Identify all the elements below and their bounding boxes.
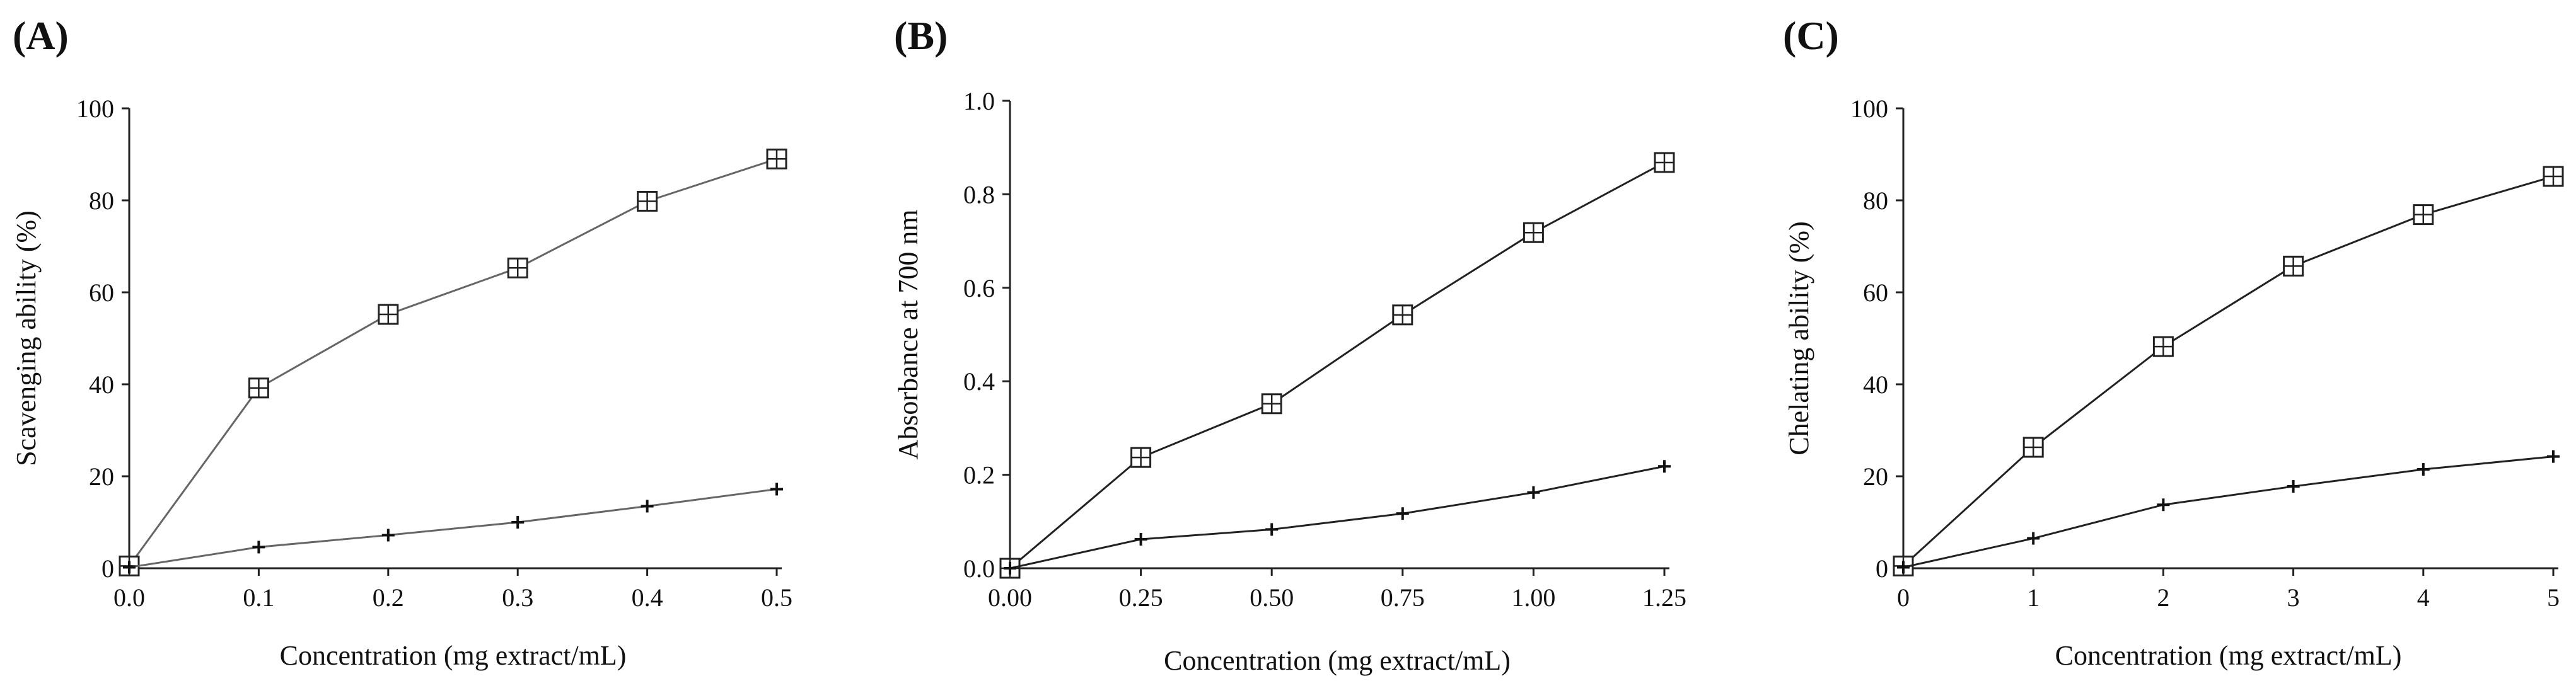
- y-axis-title: Chelating ability (%): [1784, 221, 1814, 455]
- panel-label: (B): [894, 13, 948, 58]
- x-tick-label: 2: [2157, 583, 2169, 612]
- data-point: [1261, 393, 1282, 415]
- data-point: [637, 190, 658, 212]
- x-tick-label: 0.1: [243, 583, 274, 612]
- x-tick-label: 0.75: [1381, 583, 1425, 612]
- data-point: [2283, 255, 2304, 277]
- data-point: [2022, 437, 2044, 458]
- y-tick-label: 0: [1876, 554, 1888, 583]
- data-point: [1527, 486, 1540, 499]
- series-squared-plus: [1893, 166, 2564, 576]
- y-tick-label: 20: [89, 462, 114, 491]
- data-point: [770, 483, 783, 496]
- x-tick-label: 0.50: [1250, 583, 1294, 612]
- chart-panel-b: (B) 0.0 0.2 0.4 0.6 0.8 1.0 0.00 0.25 0.50 0.75 1.0…: [893, 13, 1686, 676]
- x-tick-label: 0: [1897, 583, 1910, 612]
- series-plus: [123, 483, 783, 574]
- data-point: [1654, 152, 1675, 173]
- series-squared-plus: [119, 148, 787, 576]
- data-point: [248, 377, 269, 399]
- data-point: [2027, 532, 2040, 545]
- data-point: [1396, 507, 1409, 520]
- panel-label: (A): [13, 13, 69, 58]
- chart-panel-a: (A) 0 20 40 60 80 100 0.0 0.1 0.2 0.3 0.4 0.5 Concent…: [11, 13, 792, 671]
- data-point: [1265, 523, 1279, 536]
- series-squared-plus: [999, 152, 1675, 579]
- y-tick-label: 0.4: [963, 367, 995, 396]
- data-point: [2413, 204, 2434, 226]
- y-tick-label: 100: [76, 94, 114, 123]
- x-tick-label: 4: [2417, 583, 2430, 612]
- x-tick-label: 0.4: [632, 583, 663, 612]
- x-tick-label: 1: [2027, 583, 2039, 612]
- y-tick-label: 0: [102, 554, 114, 583]
- y-tick-label: 0.8: [963, 180, 995, 209]
- series-line: [1009, 465, 1665, 570]
- y-tick-label: 0.6: [963, 274, 995, 302]
- series-line: [1902, 175, 2554, 567]
- series-plus: [1897, 450, 2560, 574]
- panel-label: (C): [1783, 13, 1839, 58]
- y-tick-label: 60: [89, 278, 114, 307]
- y-tick-label: 1.0: [963, 87, 995, 115]
- data-point: [2416, 463, 2430, 476]
- y-tick-label: 0.2: [963, 461, 995, 490]
- y-tick-label: 80: [1863, 186, 1888, 215]
- y-tick-label: 40: [1863, 370, 1888, 399]
- series-line: [128, 158, 777, 567]
- series-line: [1009, 161, 1665, 570]
- x-tick-label: 0.5: [761, 583, 792, 612]
- x-tick-label: 0.00: [988, 583, 1032, 612]
- data-point: [381, 529, 395, 542]
- y-axis-title: Scavenging ability (%): [11, 210, 42, 466]
- x-axis-title: Concentration (mg extract/mL): [2055, 640, 2402, 671]
- data-point: [123, 561, 136, 574]
- series-line: [1903, 455, 2554, 569]
- y-tick-label: 40: [89, 370, 114, 399]
- data-point: [378, 304, 399, 325]
- x-tick-label: 3: [2287, 583, 2300, 612]
- x-tick-label: 1.25: [1642, 583, 1686, 612]
- data-point: [1004, 562, 1016, 575]
- x-axis-title: Concentration (mg extract/mL): [1164, 645, 1511, 676]
- data-point: [1392, 304, 1413, 326]
- data-point: [511, 516, 525, 529]
- x-tick-label: 5: [2547, 583, 2560, 612]
- data-point: [1523, 222, 1544, 243]
- y-tick-label: 20: [1863, 462, 1888, 491]
- x-tick-label: 0.3: [502, 583, 533, 612]
- y-tick-label: 0.0: [963, 554, 995, 583]
- data-point: [2152, 336, 2174, 357]
- x-tick-label: 0.25: [1119, 583, 1163, 612]
- x-tick-label: 1.00: [1511, 583, 1555, 612]
- data-point: [2287, 480, 2300, 493]
- data-point: [766, 148, 787, 169]
- y-axis-title: Absorbance at 700 nm: [893, 209, 924, 459]
- x-tick-label: 0.2: [373, 583, 404, 612]
- data-point: [1134, 532, 1147, 546]
- x-tick-label: 0.0: [113, 583, 145, 612]
- data-point: [2547, 450, 2560, 463]
- data-point: [641, 500, 654, 513]
- data-point: [507, 257, 528, 278]
- data-point: [2543, 166, 2564, 187]
- y-tick-label: 60: [1863, 278, 1888, 307]
- y-tick-label: 100: [1850, 94, 1888, 123]
- data-point: [1658, 460, 1671, 473]
- data-point: [2157, 498, 2170, 512]
- data-point: [252, 541, 265, 554]
- chart-panel-c: (C) 0 20 40 60 80 100 0 1 2 3 4 5 Concentration (mg e…: [1783, 13, 2564, 671]
- x-axis-title: Concentration (mg extract/mL): [280, 640, 627, 671]
- data-point: [1897, 561, 1910, 574]
- series-line: [129, 488, 777, 569]
- series-plus: [1004, 460, 1671, 575]
- y-tick-label: 80: [89, 186, 114, 215]
- data-point: [1130, 447, 1152, 468]
